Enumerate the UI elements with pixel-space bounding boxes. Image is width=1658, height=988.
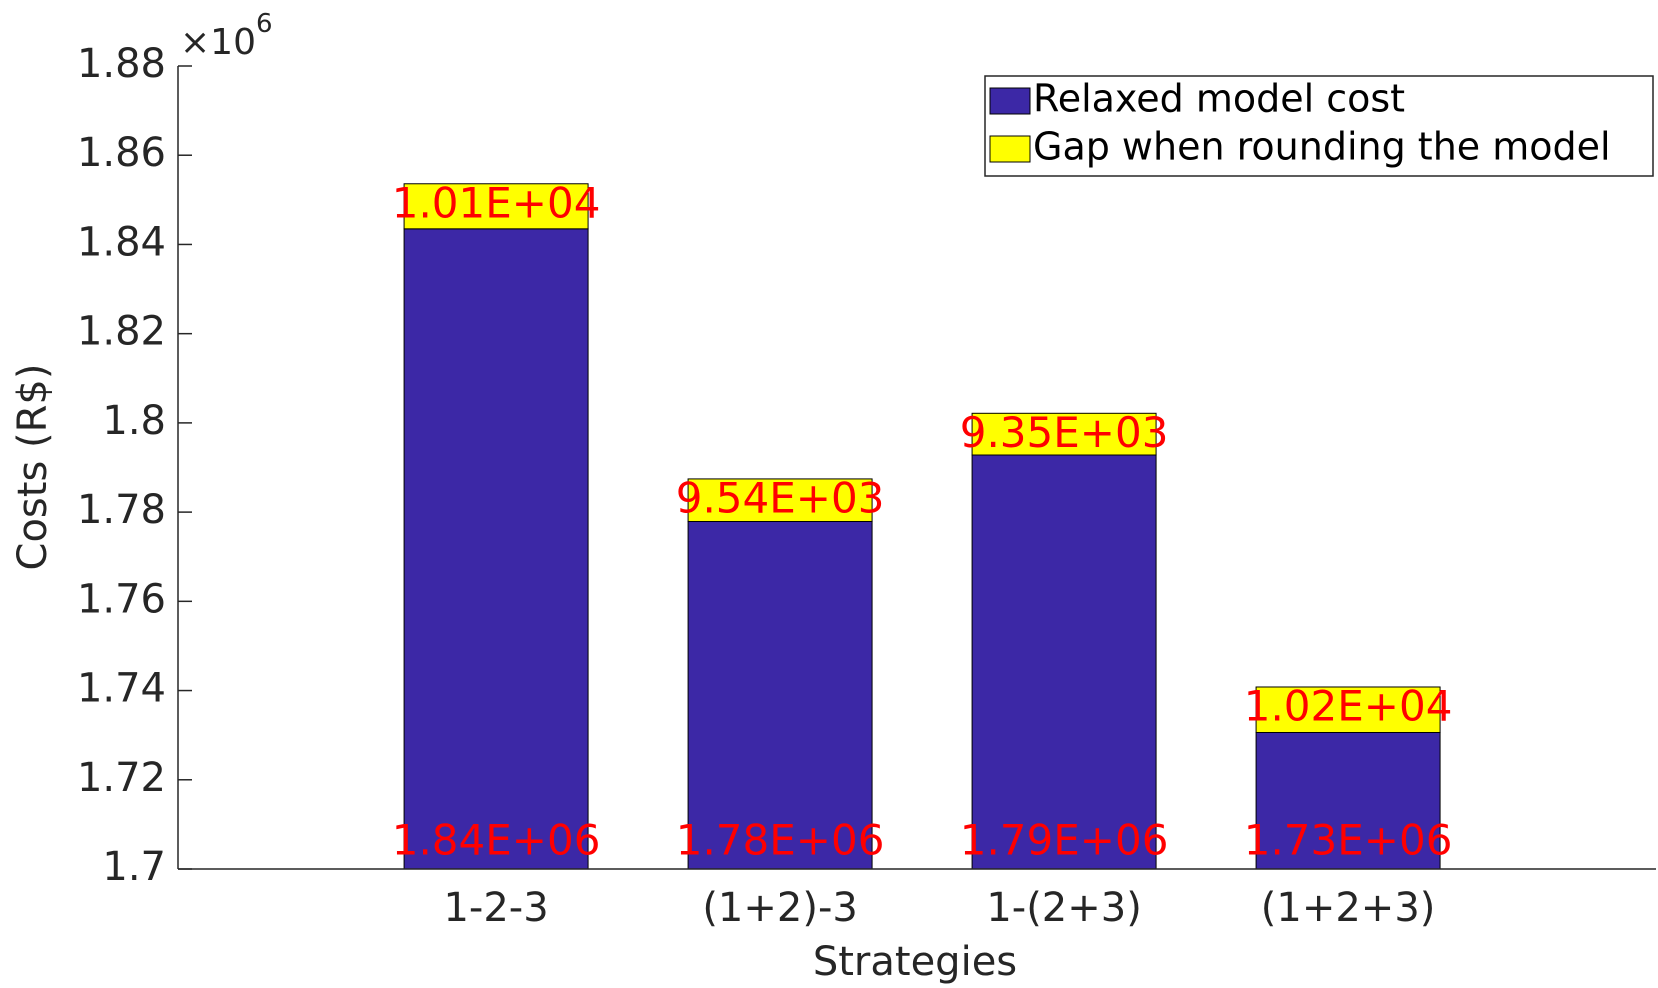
value-label: 9.54E+03 (676, 473, 885, 522)
y-multiplier: ×106 (180, 9, 273, 64)
bar-segment (1255, 731, 1441, 870)
value-label: 1.78E+06 (676, 816, 885, 865)
value-label: 1.79E+06 (960, 816, 1169, 865)
value-label: 9.35E+03 (960, 408, 1169, 457)
y-tick-label: 1.74 (77, 666, 166, 712)
bar-segment (971, 412, 1157, 456)
y-tick-label: 1.8 (102, 398, 166, 444)
legend-swatch (989, 87, 1031, 115)
y-tick-label: 1.76 (77, 576, 166, 622)
y-axis-label: Costs (R$) (10, 364, 56, 571)
y-tick-label: 1.72 (77, 755, 166, 801)
x-tick-label: (1+2)-3 (702, 885, 858, 931)
y-tick-label: 1.7 (102, 844, 166, 890)
y-tick-label: 1.84 (77, 219, 166, 265)
bar-segment (687, 520, 873, 870)
legend-label: Relaxed model cost (1033, 77, 1405, 121)
value-label: 1.73E+06 (1244, 816, 1453, 865)
x-tick-label: (1+2+3) (1261, 885, 1436, 931)
legend-swatch (989, 135, 1031, 163)
value-label: 1.84E+06 (392, 816, 601, 865)
x-axis-label: Strategies (813, 939, 1017, 985)
y-tick-label: 1.88 (77, 41, 166, 87)
y-tick-label: 1.78 (77, 487, 166, 533)
y-tick-label: 1.86 (77, 130, 166, 176)
multiplier-exponent: 6 (256, 9, 273, 39)
value-label: 1.01E+04 (392, 178, 601, 227)
y-tick-label: 1.82 (77, 309, 166, 355)
bar-segment (971, 454, 1157, 870)
bar-segment (403, 183, 589, 230)
bar-segment (1255, 686, 1441, 733)
legend-box (984, 75, 1654, 177)
x-tick-label: 1-(2+3) (986, 885, 1142, 931)
multiplier-base: ×10 (180, 22, 256, 63)
bar-segment (687, 478, 873, 522)
bar-segment (403, 228, 589, 870)
legend-label: Gap when rounding the model (1033, 125, 1611, 169)
x-tick-label: 1-2-3 (443, 885, 548, 931)
value-label: 1.02E+04 (1244, 681, 1453, 730)
